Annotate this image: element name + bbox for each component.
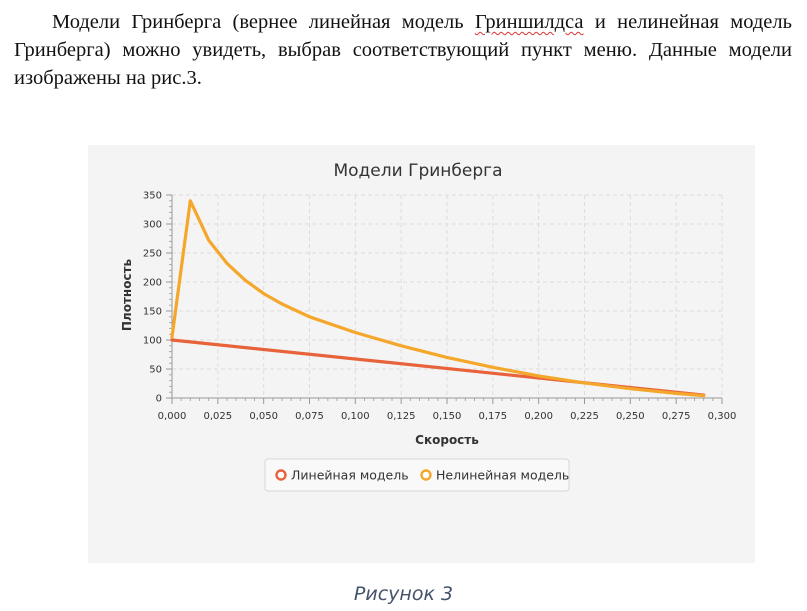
figure-caption: Рисунок 3 <box>353 583 454 605</box>
x-tick-label: 0,250 <box>616 411 645 422</box>
x-tick-label: 0,200 <box>524 411 553 422</box>
chart-figure: Модели Гринберга 0,000 0,025 0,050 0,075 0,1… <box>88 145 755 563</box>
x-tick-label: 0,225 <box>570 411 599 422</box>
x-tick-label: 0,000 <box>158 411 187 422</box>
chart-title: Модели Гринберга <box>333 161 502 181</box>
legend-label: Линейная модель <box>291 468 409 483</box>
spellcheck-underlined-word[interactable]: Гриншилдса <box>474 11 584 33</box>
y-tick-label: 50 <box>149 365 162 376</box>
x-tick-label: 0,075 <box>295 411 324 422</box>
y-tick-label: 350 <box>143 191 162 202</box>
x-tick-label: 0,300 <box>708 411 737 422</box>
x-tick-label: 0,025 <box>204 411 233 422</box>
x-tick-label: 0,100 <box>341 411 370 422</box>
y-tick-label: 0 <box>156 394 162 405</box>
x-axis-label: Скорость <box>415 433 479 447</box>
y-tick-label: 300 <box>143 220 162 231</box>
x-tick-label: 0,175 <box>479 411 508 422</box>
series-line-nonlinear <box>170 199 706 398</box>
y-tick-label: 100 <box>143 336 162 347</box>
y-tick-label: 200 <box>143 278 162 289</box>
legend-box <box>264 458 570 492</box>
legend-label: Нелинейная модель <box>436 468 569 483</box>
legend-marker <box>420 469 432 481</box>
x-tick-label: 0,125 <box>387 411 416 422</box>
chart-svg: Модели Гринберга 0,000 0,025 0,050 0,075 0,1… <box>120 161 737 492</box>
y-tick-label: 150 <box>143 307 162 318</box>
y-tick-label: 250 <box>143 249 162 260</box>
x-tick-label: 0,150 <box>433 411 462 422</box>
x-tick-label: 0,050 <box>249 411 278 422</box>
x-tick-label: 0,275 <box>662 411 691 422</box>
paragraph-text-end: и нелинейная модель Гринберга) можно уви… <box>14 11 792 89</box>
legend-marker <box>275 469 287 481</box>
paragraph-text-start: Модели Гринберга (вернее линейная модель <box>52 11 475 33</box>
body-paragraph: Модели Гринберга (вернее линейная модель… <box>14 8 792 92</box>
y-axis-label: Плотность <box>120 258 134 331</box>
chart-legend: Линейная модель Нелинейная модель <box>264 458 570 492</box>
